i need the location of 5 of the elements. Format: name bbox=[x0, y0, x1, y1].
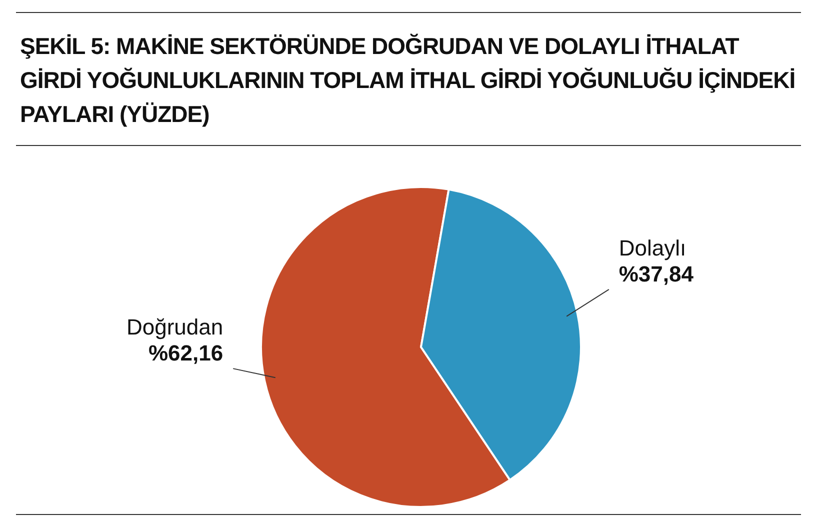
chart-title: ŞEKİL 5: MAKİNE SEKTÖRÜNDE DOĞRUDAN VE DOLAYLI İTHALAT GİRDİ YOĞUNLUKLARININ TOPLAM İTHAL GİRDİ YOĞUNLUĞU İÇİNDEKİ PAYLARI (YÜZDE) bbox=[20, 32, 796, 129]
slice-label: Doğrudan bbox=[126, 314, 224, 340]
slice-label: Dolaylı bbox=[618, 235, 686, 260]
data-label: %62,16 bbox=[148, 340, 224, 366]
data-label: %37,84 bbox=[618, 261, 694, 286]
